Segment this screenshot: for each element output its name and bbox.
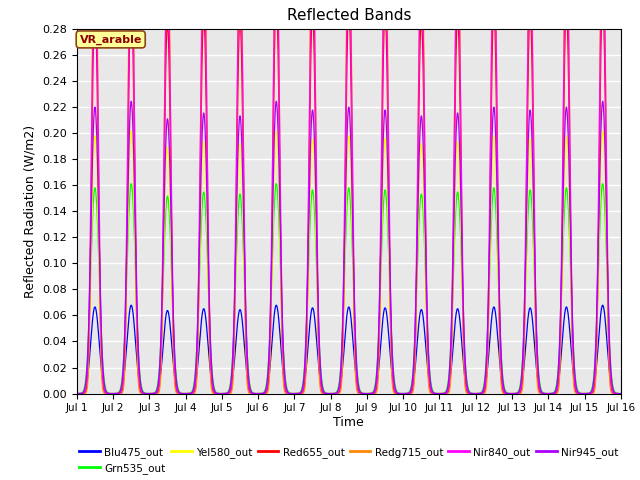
- Nir840_out: [493, 99, 500, 105]
- Blu475_out: [449, 350, 456, 356]
- Grn535_out: [138, 384, 145, 389]
- Red655_out: [449, 289, 456, 295]
- Redg715_out: [617, 391, 625, 396]
- Grn535_out: [108, 391, 115, 396]
- Line: Yel580_out: Yel580_out: [77, 131, 621, 394]
- Title: Reflected Bands: Reflected Bands: [287, 9, 411, 24]
- Nir840_out: [73, 391, 81, 396]
- Yel580_out: [73, 391, 81, 396]
- Redg715_out: [493, 96, 500, 102]
- Red655_out: [138, 391, 146, 396]
- Red655_out: [599, 0, 607, 3]
- Redg715_out: [138, 391, 146, 396]
- Nir945_out: [242, 312, 250, 318]
- Nir945_out: [599, 98, 607, 104]
- Grn535_out: [599, 181, 607, 187]
- Redg715_out: [449, 298, 456, 304]
- Nir945_out: [138, 388, 146, 394]
- Legend: Blu475_out, Grn535_out, Yel580_out, Red655_out, Redg715_out, Nir840_out, Nir945_: Blu475_out, Grn535_out, Yel580_out, Red6…: [76, 443, 622, 478]
- Yel580_out: [138, 389, 145, 395]
- Yel580_out: [242, 337, 250, 343]
- X-axis label: Time: Time: [333, 416, 364, 429]
- Redg715_out: [242, 349, 250, 355]
- Nir945_out: [73, 391, 81, 396]
- Blu475_out: [617, 391, 625, 396]
- Line: Redg715_out: Redg715_out: [77, 0, 621, 394]
- Line: Grn535_out: Grn535_out: [77, 184, 621, 394]
- Yel580_out: [449, 304, 456, 310]
- Line: Blu475_out: Blu475_out: [77, 305, 621, 394]
- Blu475_out: [599, 302, 607, 308]
- Grn535_out: [617, 391, 625, 396]
- Blu475_out: [108, 391, 115, 396]
- Red655_out: [617, 391, 625, 396]
- Nir945_out: [449, 275, 456, 281]
- Redg715_out: [108, 391, 115, 396]
- Grn535_out: [242, 321, 250, 327]
- Yel580_out: [493, 212, 500, 218]
- Nir840_out: [138, 390, 146, 396]
- Grn535_out: [449, 295, 456, 300]
- Nir945_out: [138, 386, 145, 392]
- Yel580_out: [138, 390, 146, 396]
- Red655_out: [138, 390, 145, 396]
- Blu475_out: [73, 391, 81, 396]
- Text: VR_arable: VR_arable: [79, 34, 142, 45]
- Grn535_out: [73, 391, 81, 396]
- Redg715_out: [138, 391, 145, 396]
- Line: Red655_out: Red655_out: [77, 0, 621, 394]
- Red655_out: [493, 141, 500, 147]
- Blu475_out: [138, 389, 146, 395]
- Red655_out: [242, 335, 250, 341]
- Y-axis label: Reflected Radiation (W/m2): Reflected Radiation (W/m2): [24, 125, 36, 298]
- Yel580_out: [617, 391, 625, 396]
- Nir840_out: [242, 314, 250, 320]
- Red655_out: [73, 391, 81, 396]
- Blu475_out: [242, 361, 250, 367]
- Nir840_out: [617, 391, 625, 396]
- Nir945_out: [493, 180, 500, 186]
- Blu475_out: [493, 324, 500, 330]
- Yel580_out: [599, 128, 607, 133]
- Nir945_out: [108, 391, 115, 396]
- Red655_out: [108, 391, 115, 396]
- Nir840_out: [108, 391, 115, 396]
- Yel580_out: [108, 391, 115, 396]
- Nir945_out: [617, 391, 625, 396]
- Grn535_out: [138, 386, 146, 392]
- Blu475_out: [138, 388, 145, 394]
- Redg715_out: [73, 391, 81, 396]
- Line: Nir945_out: Nir945_out: [77, 101, 621, 394]
- Nir840_out: [138, 389, 145, 395]
- Nir840_out: [449, 260, 456, 266]
- Grn535_out: [493, 232, 500, 238]
- Line: Nir840_out: Nir840_out: [77, 0, 621, 394]
